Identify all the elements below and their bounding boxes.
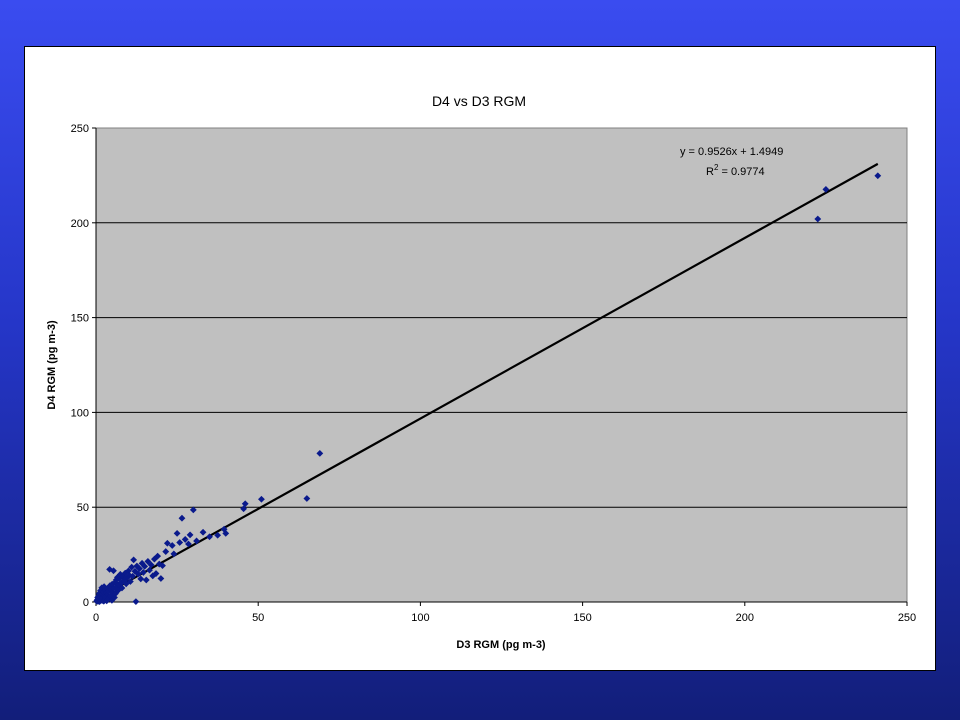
data-point bbox=[107, 592, 114, 600]
data-point bbox=[181, 536, 189, 543]
data-point bbox=[134, 570, 142, 578]
chart-frame: D4 vs D3 RGM 0 50 100 150 200 250 0 50 100 150 200… bbox=[24, 46, 936, 671]
data-point bbox=[186, 531, 194, 539]
data-point bbox=[144, 558, 152, 565]
x-axis-title: D3 RGM (pg m-3) bbox=[456, 639, 546, 651]
data-point bbox=[162, 548, 170, 555]
data-point bbox=[241, 500, 249, 508]
data-point bbox=[141, 562, 149, 570]
data-point bbox=[125, 567, 132, 575]
tick-labels: 0 50 100 150 200 250 0 50 100 150 200 250 bbox=[71, 123, 917, 624]
scatter-chart: D4 vs D3 RGM 0 50 100 150 200 250 0 50 100 150 200… bbox=[46, 93, 917, 651]
data-point bbox=[128, 563, 136, 571]
trendline bbox=[95, 162, 879, 601]
x-tick-label: 250 bbox=[898, 612, 916, 624]
data-point bbox=[303, 495, 311, 502]
data-point bbox=[112, 576, 120, 584]
y-tick-label: 0 bbox=[83, 597, 89, 609]
axes bbox=[92, 127, 908, 606]
r-squared-r: R bbox=[706, 166, 714, 178]
x-tick-label: 100 bbox=[411, 612, 429, 624]
data-point bbox=[154, 552, 162, 560]
y-tick-label: 250 bbox=[71, 123, 89, 135]
y-tick-label: 50 bbox=[77, 502, 89, 514]
grid-lines bbox=[96, 222, 907, 508]
x-tick-label: 50 bbox=[252, 612, 264, 624]
r-squared-label: R2 = 0.9774 bbox=[706, 163, 765, 178]
x-tick-label: 200 bbox=[736, 612, 754, 624]
data-point bbox=[199, 528, 207, 536]
data-point bbox=[149, 572, 157, 580]
x-tick-label: 0 bbox=[93, 612, 99, 624]
data-point bbox=[138, 559, 146, 567]
data-point bbox=[110, 567, 117, 575]
data-point bbox=[99, 594, 107, 602]
data-point bbox=[137, 575, 145, 583]
data-point bbox=[150, 555, 158, 563]
data-point bbox=[129, 572, 137, 580]
y-axis-title: D4 RGM (pg m-3) bbox=[46, 320, 58, 410]
data-point bbox=[131, 567, 139, 575]
data-point bbox=[185, 540, 192, 548]
data-point bbox=[126, 572, 133, 579]
y-tick-label: 150 bbox=[71, 313, 89, 325]
data-point bbox=[122, 580, 130, 588]
r-squared-value: = 0.9774 bbox=[718, 166, 764, 178]
data-point bbox=[139, 569, 147, 576]
data-point bbox=[189, 506, 197, 514]
data-point bbox=[152, 570, 160, 577]
data-point bbox=[220, 525, 228, 533]
y-tick-label: 100 bbox=[71, 407, 89, 419]
data-point bbox=[157, 575, 165, 582]
data-point bbox=[814, 215, 822, 223]
chart-title: D4 vs D3 RGM bbox=[432, 93, 526, 109]
data-point bbox=[822, 186, 830, 193]
data-point bbox=[159, 562, 166, 569]
data-point bbox=[147, 561, 155, 569]
data-point bbox=[130, 556, 138, 564]
data-point bbox=[176, 539, 184, 546]
trendline-equation: y = 0.9526x + 1.4949 bbox=[680, 146, 783, 158]
data-point bbox=[316, 449, 324, 457]
data-point bbox=[142, 576, 150, 584]
data-point bbox=[163, 539, 171, 547]
data-point bbox=[100, 588, 107, 596]
data-point bbox=[170, 550, 178, 558]
x-tick-label: 150 bbox=[573, 612, 591, 624]
data-point bbox=[258, 495, 265, 503]
data-point bbox=[874, 172, 882, 180]
data-point bbox=[146, 566, 153, 574]
data-point bbox=[118, 584, 126, 592]
data-point bbox=[206, 533, 213, 541]
data-point bbox=[178, 514, 186, 522]
data-point bbox=[126, 578, 134, 585]
y-tick-label: 200 bbox=[71, 218, 89, 230]
r-squared-superscript: 2 bbox=[714, 163, 719, 172]
data-point bbox=[132, 598, 140, 606]
data-point bbox=[136, 565, 143, 573]
